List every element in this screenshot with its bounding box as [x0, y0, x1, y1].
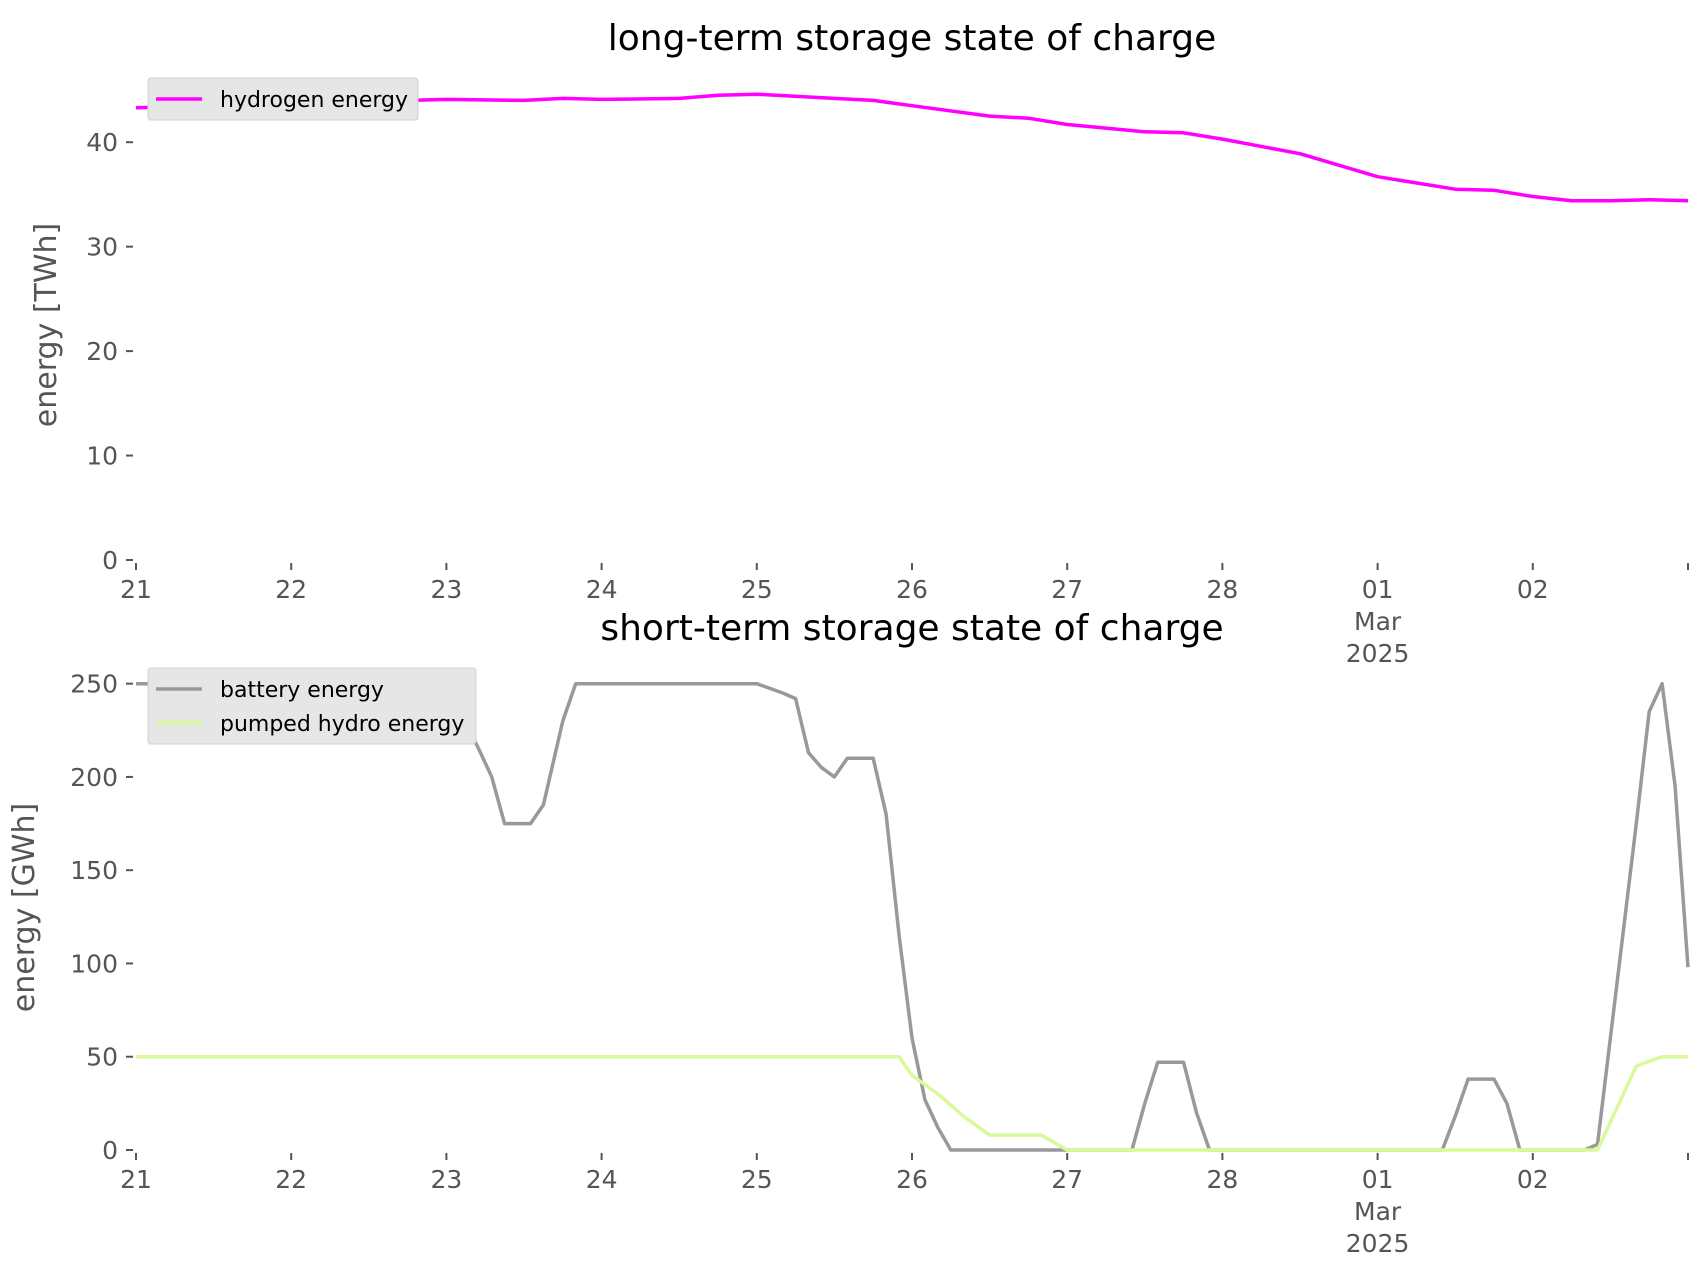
y-tick-label: 200: [70, 763, 118, 792]
x-tick-label: 22: [275, 1165, 307, 1194]
chart-title: short-term storage state of charge: [600, 608, 1223, 649]
x-tick-label: 25: [741, 1165, 773, 1194]
y-tick-label: 20: [86, 337, 118, 366]
chart-panel: short-term storage state of charge energy…: [7, 608, 1690, 1258]
x-tick-label: 23: [430, 575, 462, 604]
y-tick-label: 0: [102, 1136, 118, 1165]
y-tick-label: 50: [86, 1043, 118, 1072]
x-tick-label: 25: [741, 575, 773, 604]
x-tick-label: 23: [430, 1165, 462, 1194]
chart-panel: long-term storage state of charge energy …: [29, 18, 1689, 668]
x-tick-label: 26: [896, 1165, 928, 1194]
x-tick-sublabel: 2025: [1346, 1229, 1410, 1258]
legend-label: pumped hydro energy: [220, 712, 464, 737]
y-tick-label: 250: [70, 670, 118, 699]
x-tick-label: 21: [120, 1165, 152, 1194]
x-tick-label: 02: [1517, 1165, 1549, 1194]
x-tick-sublabel: 2025: [1346, 639, 1410, 668]
x-tick-label: 01: [1362, 1165, 1394, 1194]
x-tick-label: 24: [586, 575, 618, 604]
x-tick-label: 24: [586, 1165, 618, 1194]
series-line-pumped-hydro-energy: [136, 1054, 1688, 1152]
y-tick-label: 40: [86, 128, 118, 157]
x-tick-label: 01: [1362, 575, 1394, 604]
y-tick-label: 150: [70, 856, 118, 885]
legend-box: [147, 667, 477, 745]
x-tick-label: 22: [275, 575, 307, 604]
x-tick-label: 28: [1206, 575, 1238, 604]
legend-label: battery energy: [220, 678, 384, 703]
x-tick-sublabel: Mar: [1354, 1197, 1402, 1226]
y-axis-label: energy [TWh]: [29, 223, 64, 427]
y-axis-label: energy [GWh]: [7, 803, 42, 1012]
x-tick-label: 27: [1051, 575, 1083, 604]
y-tick-label: 10: [86, 442, 118, 471]
x-tick-label: 02: [1517, 575, 1549, 604]
x-tick-label: 27: [1051, 1165, 1083, 1194]
y-tick-label: 0: [102, 546, 118, 575]
y-tick-label: 100: [70, 949, 118, 978]
x-tick-label: 26: [896, 575, 928, 604]
legend-label: hydrogen energy: [220, 88, 408, 113]
x-tick-label: 21: [120, 575, 152, 604]
x-tick-label: 28: [1206, 1165, 1238, 1194]
chart-title: long-term storage state of charge: [608, 18, 1216, 59]
x-tick-sublabel: Mar: [1354, 607, 1402, 636]
series-line-hydrogen-energy: [135, 92, 1689, 203]
y-tick-label: 30: [86, 233, 118, 262]
legend-box: [147, 77, 419, 121]
